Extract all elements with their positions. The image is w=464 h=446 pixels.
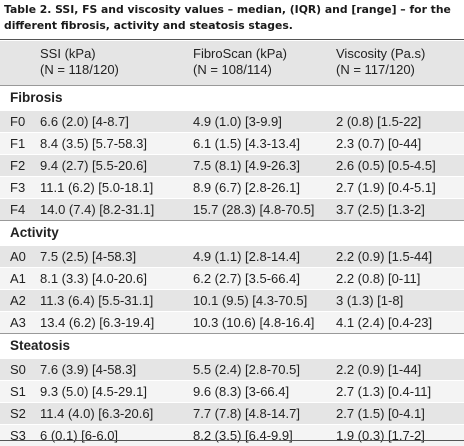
table-row: F1 8.4 (3.5) [5.7-58.3] 6.1 (1.5) [4.3-13.… xyxy=(0,132,464,154)
table-row: S1 9.3 (5.0) [4.5-29.1] 9.6 (8.3) [3-66.4]… xyxy=(0,380,464,402)
fibroscan-cell: 6.1 (1.5) [4.3-13.4] xyxy=(193,136,300,151)
table-row: A3 13.4 (6.2) [6.3-19.4] 10.3 (10.6) [4.8-… xyxy=(0,311,464,333)
fibroscan-cell: 8.9 (6.7) [2.8-26.1] xyxy=(193,180,300,195)
fibroscan-cell: 15.7 (28.3) [4.8-70.5] xyxy=(193,202,315,217)
ssi-cell: 9.3 (5.0) [4.5-29.1] xyxy=(40,384,147,399)
data-table: SSI (kPa) (N = 118/120) FibroScan (kPa) … xyxy=(0,41,464,446)
viscosity-cell: 3.7 (2.5) [1.3-2] xyxy=(336,202,425,217)
ssi-cell: 8.4 (3.5) [5.7-58.3] xyxy=(40,136,147,151)
stage-cell: F2 xyxy=(10,158,26,173)
table-row: F2 9.4 (2.7) [5.5-20.6] 7.5 (8.1) [4.9-26.… xyxy=(0,154,464,176)
ssi-cell: 7.6 (3.9) [4-58.3] xyxy=(40,362,137,377)
header-fibroscan-n: (N = 108/114) xyxy=(193,62,272,77)
stage-cell: S1 xyxy=(10,384,26,399)
ssi-cell: 6 (0.1) [6-6.0] xyxy=(40,428,119,443)
fibroscan-cell: 8.2 (3.5) [6.4-9.9] xyxy=(193,428,293,443)
stage-cell: F4 xyxy=(10,202,26,217)
viscosity-cell: 2.7 (1.5) [0-4.1] xyxy=(336,406,425,421)
viscosity-cell: 3 (1.3) [1-8] xyxy=(336,293,404,308)
stage-cell: A1 xyxy=(10,271,26,286)
table-row: F0 6.6 (2.0) [4-8.7] 4.9 (1.0) [3-9.9] 2 (0… xyxy=(0,110,464,132)
ssi-cell: 13.4 (6.2) [6.3-19.4] xyxy=(40,315,155,330)
fibroscan-cell: 10.3 (10.6) [4.8-16.4] xyxy=(193,315,315,330)
ssi-cell: 7.5 (2.5) [4-58.3] xyxy=(40,249,137,264)
viscosity-cell: 2.2 (0.8) [0-11] xyxy=(336,271,421,286)
table-row: A0 7.5 (2.5) [4-58.3] 4.9 (1.1) [2.8-14.4]… xyxy=(0,245,464,267)
caption-line-1: Table 2. SSI, FS and viscosity values – … xyxy=(4,3,451,16)
stage-cell: F0 xyxy=(10,114,26,129)
header-ssi-n: (N = 118/120) xyxy=(40,62,119,77)
section-header: Fibrosis xyxy=(0,85,464,110)
table-body: Fibrosis F0 6.6 (2.0) [4-8.7] 4.9 (1.0) [3-… xyxy=(0,85,464,446)
viscosity-cell: 2.2 (0.9) [1-44] xyxy=(336,362,422,377)
top-rule xyxy=(0,39,464,40)
fibroscan-cell: 6.2 (2.7) [3.5-66.4] xyxy=(193,271,300,286)
header-ssi-name: SSI (kPa) xyxy=(40,46,96,61)
table-row: F4 14.0 (7.4) [8.2-31.1] 15.7 (28.3) [4.8-… xyxy=(0,198,464,220)
fibroscan-cell: 4.9 (1.1) [2.8-14.4] xyxy=(193,249,300,264)
table-row: A2 11.3 (6.4) [5.5-31.1] 10.1 (9.5) [4.3-7… xyxy=(0,289,464,311)
table-header: SSI (kPa) (N = 118/120) FibroScan (kPa) … xyxy=(0,41,464,85)
viscosity-cell: 2.7 (1.3) [0.4-11] xyxy=(336,384,432,399)
viscosity-cell: 2.3 (0.7) [0-44] xyxy=(336,136,422,151)
ssi-cell: 14.0 (7.4) [8.2-31.1] xyxy=(40,202,155,217)
viscosity-cell: 2.2 (0.9) [1.5-44] xyxy=(336,249,433,264)
stage-cell: F3 xyxy=(10,180,26,195)
stage-cell: A0 xyxy=(10,249,26,264)
viscosity-cell: 2.6 (0.5) [0.5-4.5] xyxy=(336,158,436,173)
ssi-cell: 11.1 (6.2) [5.0-18.1] xyxy=(40,180,154,195)
fibroscan-cell: 7.7 (7.8) [4.8-14.7] xyxy=(193,406,300,421)
viscosity-cell: 2.7 (1.9) [0.4-5.1] xyxy=(336,180,436,195)
stage-cell: A3 xyxy=(10,315,26,330)
fibroscan-cell: 10.1 (9.5) [4.3-70.5] xyxy=(193,293,308,308)
ssi-cell: 6.6 (2.0) [4-8.7] xyxy=(40,114,129,129)
table-row: A1 8.1 (3.3) [4.0-20.6] 6.2 (2.7) [3.5-66.… xyxy=(0,267,464,289)
ssi-cell: 11.3 (6.4) [5.5-31.1] xyxy=(40,293,154,308)
header-viscosity-name: Viscosity (Pa.s) xyxy=(336,46,426,61)
table-row: S0 7.6 (3.9) [4-58.3] 5.5 (2.4) [2.8-70.5]… xyxy=(0,358,464,380)
fibroscan-cell: 9.6 (8.3) [3-66.4] xyxy=(193,384,290,399)
header-ssi: SSI (kPa) (N = 118/120) xyxy=(40,46,119,78)
fibroscan-cell: 4.9 (1.0) [3-9.9] xyxy=(193,114,282,129)
stage-cell: S0 xyxy=(10,362,26,377)
table-row: S2 11.4 (4.0) [6.3-20.6] 7.7 (7.8) [4.8-14… xyxy=(0,402,464,424)
viscosity-cell: 4.1 (2.4) [0.4-23] xyxy=(336,315,433,330)
viscosity-cell: 1.9 (0.3) [1.7-2] xyxy=(336,428,425,443)
viscosity-cell: 2 (0.8) [1.5-22] xyxy=(336,114,422,129)
ssi-cell: 11.4 (4.0) [6.3-20.6] xyxy=(40,406,154,421)
stage-cell: S2 xyxy=(10,406,26,421)
header-fibroscan: FibroScan (kPa) (N = 108/114) xyxy=(193,46,287,78)
stage-cell: S3 xyxy=(10,428,26,443)
table-row: F3 11.1 (6.2) [5.0-18.1] 8.9 (6.7) [2.8-26… xyxy=(0,176,464,198)
stage-cell: A2 xyxy=(10,293,26,308)
header-viscosity-n: (N = 117/120) xyxy=(336,62,415,77)
bottom-rule xyxy=(0,440,464,441)
section-header: Steatosis xyxy=(0,333,464,358)
header-viscosity: Viscosity (Pa.s) (N = 117/120) xyxy=(336,46,425,78)
ssi-cell: 8.1 (3.3) [4.0-20.6] xyxy=(40,271,147,286)
ssi-cell: 9.4 (2.7) [5.5-20.6] xyxy=(40,158,147,173)
table-caption: Table 2. SSI, FS and viscosity values – … xyxy=(4,2,460,34)
header-fibroscan-name: FibroScan (kPa) xyxy=(193,46,287,61)
fibroscan-cell: 7.5 (8.1) [4.9-26.3] xyxy=(193,158,300,173)
caption-line-2: different fibrosis, activity and steatos… xyxy=(4,19,293,32)
section-header: Activity xyxy=(0,220,464,245)
fibroscan-cell: 5.5 (2.4) [2.8-70.5] xyxy=(193,362,300,377)
stage-cell: F1 xyxy=(10,136,26,151)
